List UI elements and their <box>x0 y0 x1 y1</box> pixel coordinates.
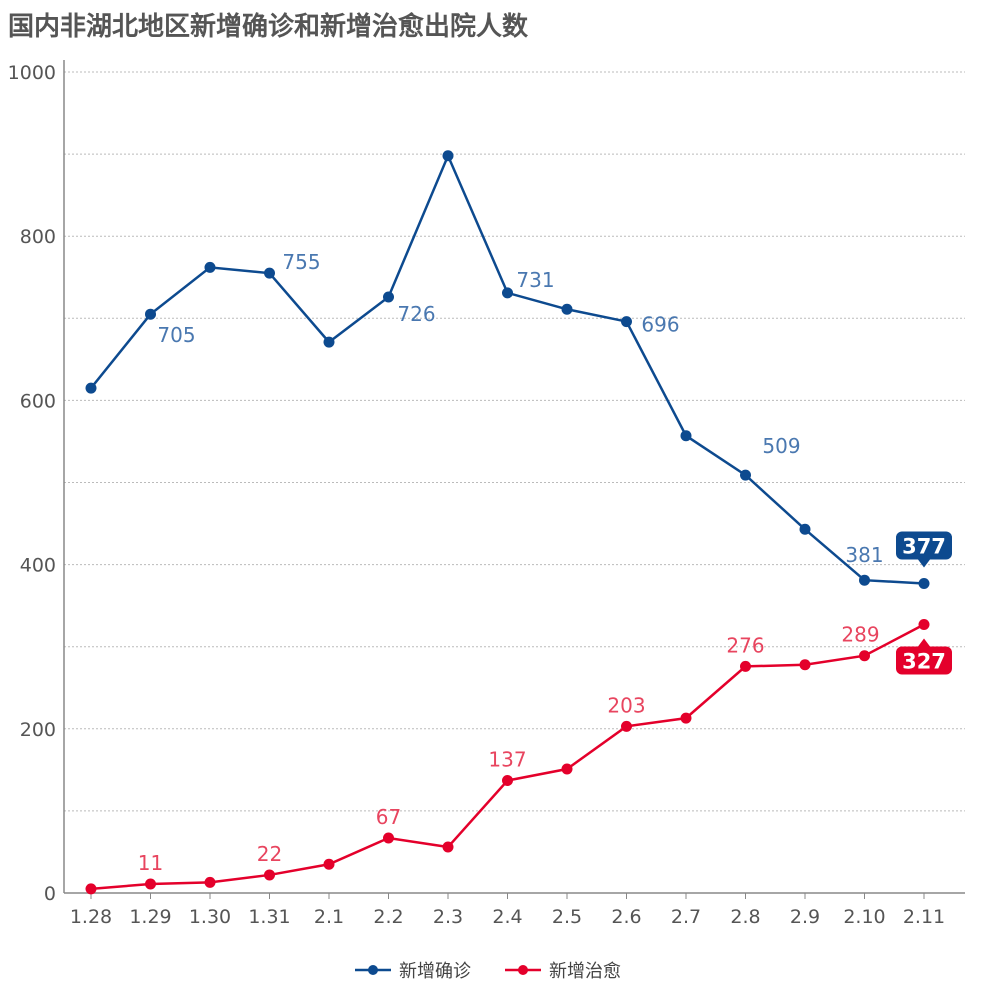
data-label: 731 <box>516 268 554 292</box>
legend-label: 新增治愈 <box>549 961 621 982</box>
data-label: 381 <box>845 543 883 567</box>
data-point <box>85 382 97 394</box>
data-label: 67 <box>376 805 401 829</box>
data-label: 696 <box>641 313 679 337</box>
data-point <box>204 261 216 273</box>
data-point <box>145 878 156 890</box>
x-tick-label: 2.7 <box>671 906 701 928</box>
chart-title: 国内非湖北地区新增确诊和新增治愈出院人数 <box>8 12 529 42</box>
data-point <box>740 469 751 481</box>
data-point <box>264 267 275 279</box>
y-tick-label: 800 <box>20 226 56 248</box>
data-point <box>918 619 930 631</box>
callout-pointer <box>918 559 930 568</box>
x-tick-label: 1.30 <box>189 906 231 928</box>
x-tick-label: 1.29 <box>129 906 171 928</box>
data-point <box>680 430 692 442</box>
y-tick-label: 600 <box>20 390 56 412</box>
data-point <box>561 303 573 315</box>
data-point <box>85 883 97 895</box>
data-point <box>383 291 394 303</box>
data-point <box>859 574 870 586</box>
data-point <box>442 841 454 853</box>
legend-label: 新增确诊 <box>399 961 471 982</box>
y-tick-label: 1000 <box>8 62 56 84</box>
data-point <box>799 659 811 671</box>
data-label: 705 <box>157 323 195 347</box>
x-tick-label: 2.5 <box>552 906 582 928</box>
x-tick-label: 2.6 <box>611 906 641 928</box>
data-point <box>502 287 513 299</box>
x-tick-label: 2.3 <box>433 906 463 928</box>
callout-box <box>896 531 952 560</box>
data-point <box>740 660 751 672</box>
data-label: 726 <box>397 302 435 326</box>
legend-marker <box>518 965 528 975</box>
data-label: 22 <box>257 842 282 866</box>
x-tick-label: 2.10 <box>843 906 885 928</box>
y-tick-label: 200 <box>20 719 56 741</box>
y-tick-label: 400 <box>20 555 56 577</box>
x-tick-label: 2.4 <box>492 906 522 928</box>
data-point <box>323 858 335 870</box>
data-label: 137 <box>488 748 526 772</box>
data-point <box>145 308 156 320</box>
data-point <box>799 523 811 535</box>
data-point <box>621 316 632 328</box>
x-tick-label: 1.28 <box>70 906 112 928</box>
data-point <box>323 336 335 348</box>
data-point <box>383 832 394 844</box>
x-tick-label: 2.9 <box>790 906 820 928</box>
data-label: 509 <box>762 434 800 458</box>
data-point <box>680 712 692 724</box>
data-label: 203 <box>607 693 645 717</box>
data-point <box>264 869 275 881</box>
y-tick-label: 0 <box>44 883 56 905</box>
x-tick-label: 2.2 <box>373 906 403 928</box>
callout-box <box>896 646 952 675</box>
callout-label: 377 <box>902 534 946 558</box>
x-tick-label: 2.11 <box>903 906 945 928</box>
data-point <box>918 577 930 589</box>
callout-label: 327 <box>902 650 946 674</box>
data-point <box>502 775 513 787</box>
legend-marker <box>368 965 378 975</box>
data-point <box>859 650 870 662</box>
x-tick-label: 1.31 <box>248 906 290 928</box>
x-tick-label: 2.1 <box>314 906 344 928</box>
callout-pointer <box>918 638 930 647</box>
data-point <box>442 150 454 162</box>
data-point <box>621 720 632 732</box>
data-point <box>561 763 573 775</box>
data-label: 755 <box>282 250 320 274</box>
data-label: 276 <box>726 633 764 657</box>
x-tick-label: 2.8 <box>730 906 760 928</box>
data-label: 289 <box>841 623 879 647</box>
series-line-confirmed <box>90 152 925 585</box>
data-point <box>204 876 216 888</box>
data-label: 11 <box>138 851 163 875</box>
